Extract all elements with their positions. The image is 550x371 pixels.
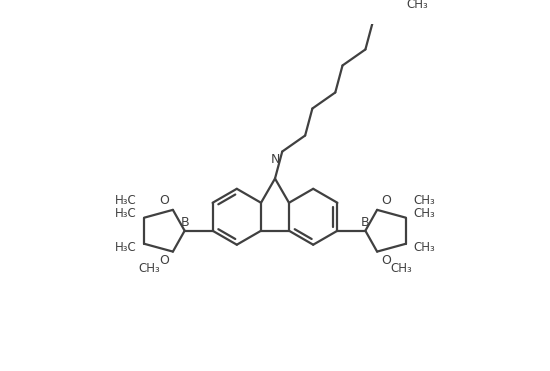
Text: O: O (381, 255, 390, 267)
Text: O: O (381, 194, 390, 207)
Text: H₃C: H₃C (115, 207, 137, 220)
Text: O: O (160, 255, 169, 267)
Text: CH₃: CH₃ (413, 241, 435, 254)
Text: CH₃: CH₃ (413, 194, 435, 207)
Text: H₃C: H₃C (115, 194, 137, 207)
Text: O: O (160, 194, 169, 207)
Text: CH₃: CH₃ (390, 262, 412, 275)
Text: N: N (270, 154, 280, 167)
Text: H₃C: H₃C (115, 241, 137, 254)
Text: CH₃: CH₃ (407, 0, 428, 11)
Text: CH₃: CH₃ (138, 262, 160, 275)
Text: B: B (361, 216, 370, 229)
Text: B: B (180, 216, 189, 229)
Text: CH₃: CH₃ (413, 207, 435, 220)
